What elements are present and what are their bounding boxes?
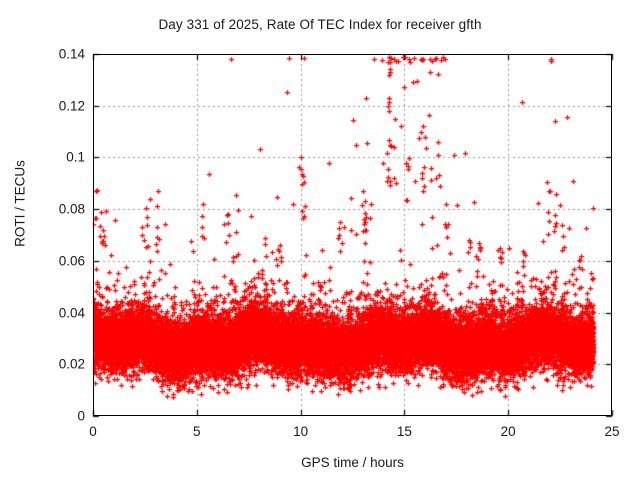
x-tick-label: 5 <box>193 424 201 439</box>
x-tick-label: 10 <box>293 424 309 439</box>
y-tick-label: 0.1 <box>66 149 85 165</box>
y-tick-label: 0.08 <box>58 201 85 217</box>
y-tick-label: 0.06 <box>58 253 85 269</box>
y-tick-label: 0.04 <box>58 305 85 321</box>
y-axis-label: ROTI / TECUs <box>12 160 28 247</box>
x-tick-label: 25 <box>604 424 620 439</box>
x-tick-label: 15 <box>396 424 412 439</box>
x-axis-label: GPS time / hours <box>301 455 404 470</box>
y-tick-label: 0.02 <box>58 356 85 372</box>
y-tick-label: 0 <box>77 408 85 424</box>
x-tick-label: 20 <box>500 424 516 439</box>
x-tick-label: 0 <box>89 424 97 439</box>
y-tick-label: 0.14 <box>58 46 85 62</box>
y-tick-label: 0.12 <box>58 98 85 114</box>
